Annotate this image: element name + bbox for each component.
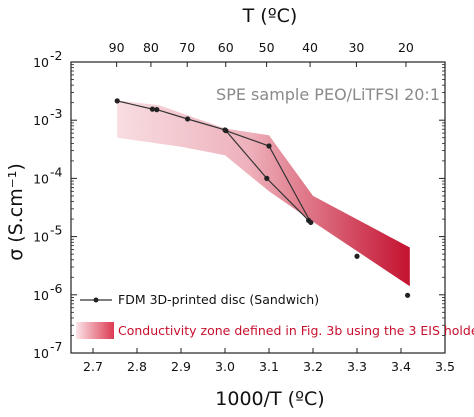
x-axis-ticks: 2.7 2.8 2.9 3.0 3.1 3.2 3.3 3.4 3.5 xyxy=(83,348,455,374)
y-tick-label: 10 xyxy=(33,346,49,361)
data-point xyxy=(185,116,191,122)
y-tick-label: 10 xyxy=(33,171,49,186)
data-point xyxy=(223,128,229,134)
legend-band-swatch xyxy=(76,322,114,339)
plot-frame xyxy=(70,61,446,354)
y-tick-label: 10 xyxy=(33,113,49,128)
x-tick-label: 2.9 xyxy=(171,359,191,374)
y-tick-label: 10 xyxy=(33,288,49,303)
y-tick-exponent: -6 xyxy=(50,281,63,296)
top-tick-label: 80 xyxy=(143,40,159,55)
y-tick-label: 10 xyxy=(33,230,49,245)
top-tick-label: 50 xyxy=(259,40,275,55)
plot-area xyxy=(114,98,411,298)
top-tick-label: 40 xyxy=(302,40,318,55)
data-point xyxy=(308,219,314,226)
conductivity-zone-band xyxy=(117,100,410,287)
legend: FDM 3D-printed disc (Sandwich) Conductiv… xyxy=(76,292,474,339)
y-tick-exponent: -3 xyxy=(50,106,62,121)
data-point xyxy=(149,106,155,112)
data-point xyxy=(266,143,272,149)
data-point xyxy=(114,98,120,104)
x-axis-title: 1000/T (ºC) xyxy=(215,388,324,410)
top-tick-label: 20 xyxy=(398,40,414,55)
x-tick-label: 2.8 xyxy=(127,359,147,374)
top-tick-label: 70 xyxy=(179,40,195,55)
x-tick-label: 3.2 xyxy=(303,359,323,374)
data-point xyxy=(154,107,160,113)
y-tick-exponent: -2 xyxy=(50,48,62,63)
data-point xyxy=(264,175,270,181)
top-tick-label: 60 xyxy=(218,40,234,55)
data-point xyxy=(405,292,411,298)
legend-band-label: Conductivity zone defined in Fig. 3b usi… xyxy=(118,323,474,338)
x-tick-label: 3.1 xyxy=(259,359,279,374)
y-tick-exponent: -7 xyxy=(50,339,62,354)
x-tick-label: 3.4 xyxy=(391,359,411,374)
legend-point-marker xyxy=(93,297,99,303)
y-tick-exponent: -5 xyxy=(50,223,62,238)
y-tick-exponent: -4 xyxy=(50,164,63,179)
top-axis-ticks: 90 80 70 60 50 40 30 20 xyxy=(109,40,414,67)
data-point xyxy=(354,253,360,259)
x-tick-label: 3.0 xyxy=(215,359,235,374)
top-axis-title: T (ºC) xyxy=(242,5,298,27)
x-tick-label: 3.5 xyxy=(435,359,455,374)
top-tick-label: 30 xyxy=(348,40,364,55)
x-tick-label: 3.3 xyxy=(347,359,367,374)
y-axis-title: σ (S.cm⁻¹) xyxy=(5,163,27,261)
top-tick-label: 90 xyxy=(109,40,125,55)
sample-annotation: SPE sample PEO/LiTFSI 20:1 xyxy=(216,85,440,104)
y-tick-label: 10 xyxy=(33,55,49,70)
x-tick-label: 2.7 xyxy=(83,359,103,374)
legend-series-label: FDM 3D-printed disc (Sandwich) xyxy=(118,292,319,307)
